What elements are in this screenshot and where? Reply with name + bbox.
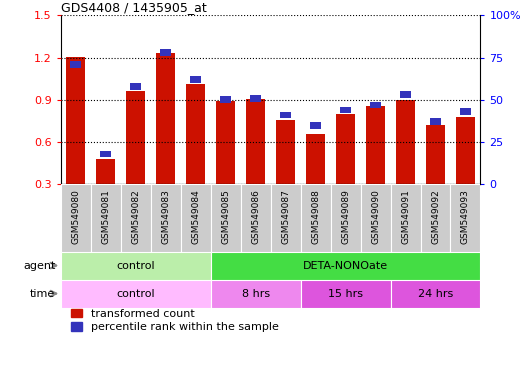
Bar <box>161 49 171 56</box>
Bar <box>241 184 271 252</box>
Text: GSM549092: GSM549092 <box>431 189 440 244</box>
Bar <box>61 184 91 252</box>
Bar <box>300 184 331 252</box>
Bar <box>340 107 351 113</box>
Bar <box>130 83 141 90</box>
Bar <box>246 99 266 184</box>
Bar <box>456 118 475 184</box>
Bar <box>396 100 415 184</box>
Bar <box>306 134 325 184</box>
Text: control: control <box>116 260 155 271</box>
Bar <box>280 112 291 118</box>
Bar <box>400 91 411 98</box>
Bar <box>331 184 361 252</box>
Text: DETA-NONOate: DETA-NONOate <box>303 260 388 271</box>
Bar <box>391 184 420 252</box>
Text: GSM549089: GSM549089 <box>341 189 350 244</box>
Text: GSM549088: GSM549088 <box>311 189 320 244</box>
Bar <box>190 76 201 83</box>
Bar <box>450 184 480 252</box>
Bar <box>250 95 261 101</box>
Bar <box>391 280 480 308</box>
Text: GSM549086: GSM549086 <box>251 189 260 244</box>
Text: 15 hrs: 15 hrs <box>328 288 363 299</box>
Text: agent: agent <box>23 260 55 271</box>
Bar <box>460 108 471 115</box>
Bar <box>126 91 145 184</box>
Bar <box>150 184 181 252</box>
Bar <box>100 151 111 157</box>
Bar <box>216 101 235 184</box>
Text: GSM549080: GSM549080 <box>71 189 80 244</box>
Text: GSM549084: GSM549084 <box>191 189 200 244</box>
Text: GSM549093: GSM549093 <box>461 189 470 244</box>
Bar <box>156 53 175 184</box>
Bar <box>211 184 241 252</box>
Bar <box>310 122 321 129</box>
Bar <box>91 184 121 252</box>
Bar <box>300 280 391 308</box>
Bar <box>366 106 385 184</box>
Text: 8 hrs: 8 hrs <box>241 288 270 299</box>
Bar <box>220 96 231 103</box>
Bar <box>61 252 211 280</box>
Text: GSM549085: GSM549085 <box>221 189 230 244</box>
Bar <box>430 118 441 125</box>
Bar <box>211 280 300 308</box>
Text: GSM549082: GSM549082 <box>131 189 140 244</box>
Bar <box>276 119 295 184</box>
Text: GSM549083: GSM549083 <box>161 189 170 244</box>
Bar <box>66 57 86 184</box>
Text: time: time <box>30 288 55 299</box>
Text: GSM549081: GSM549081 <box>101 189 110 244</box>
Text: control: control <box>116 288 155 299</box>
Text: GSM549087: GSM549087 <box>281 189 290 244</box>
Text: GSM549091: GSM549091 <box>401 189 410 244</box>
Bar <box>186 84 205 184</box>
Bar <box>420 184 450 252</box>
Bar <box>70 61 81 68</box>
Text: GSM549090: GSM549090 <box>371 189 380 244</box>
Bar <box>211 252 480 280</box>
Bar <box>361 184 391 252</box>
Bar <box>121 184 150 252</box>
Bar <box>426 125 445 184</box>
Bar <box>271 184 300 252</box>
Text: 24 hrs: 24 hrs <box>418 288 453 299</box>
Bar <box>96 159 116 184</box>
Bar <box>370 101 381 108</box>
Text: GDS4408 / 1435905_at: GDS4408 / 1435905_at <box>61 1 206 14</box>
Legend: transformed count, percentile rank within the sample: transformed count, percentile rank withi… <box>67 304 283 337</box>
Bar <box>181 184 211 252</box>
Bar <box>336 114 355 184</box>
Bar <box>61 280 211 308</box>
